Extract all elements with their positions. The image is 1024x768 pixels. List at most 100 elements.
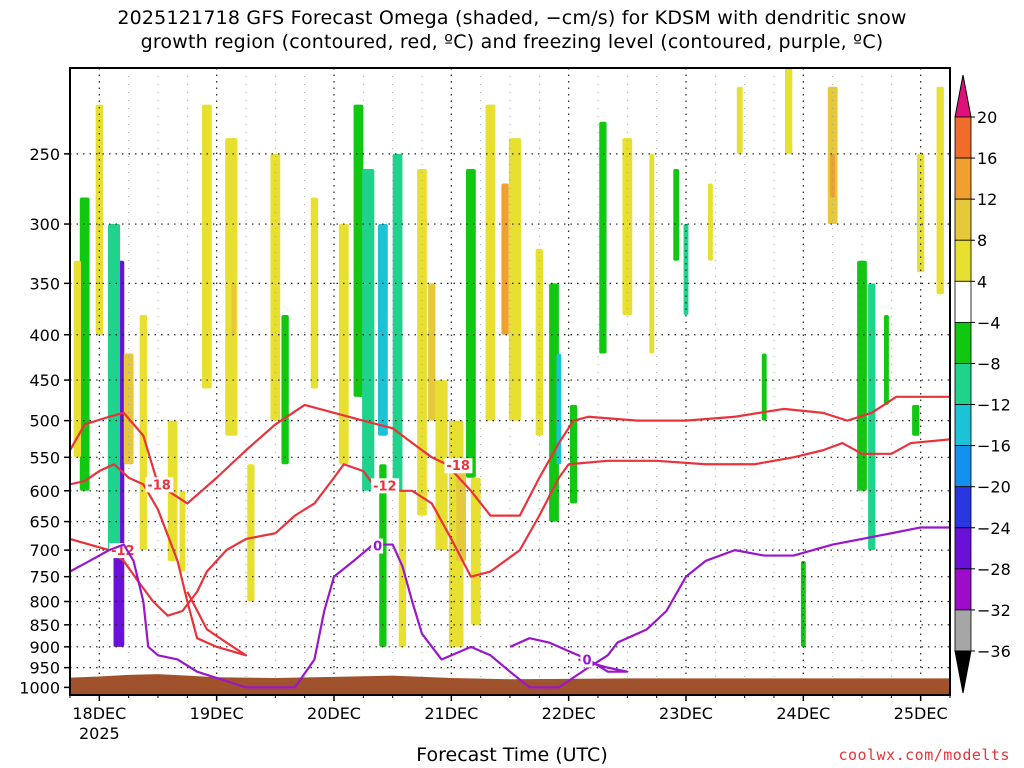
omega-cell-5 [95, 104, 103, 335]
colorbar-segment-2 [954, 198, 972, 241]
colorbar-segment-6 [954, 363, 972, 405]
omega-cell-48 [830, 153, 836, 198]
colorbar-label-5: −4 [977, 313, 1001, 332]
contour-layer: -18-18 -12-12 00 [70, 395, 950, 689]
x-tick-label-25DEC: 25DEC [894, 704, 948, 723]
omega-cell-35 [556, 353, 562, 465]
colorbar-label-6: −8 [977, 354, 1001, 373]
omega-cell-40 [673, 168, 680, 261]
contour-label-freezing-0: 0 [373, 540, 382, 555]
omega-cell-25 [435, 380, 448, 551]
omega-cell-34 [549, 283, 559, 522]
colorbar-segment-4 [954, 280, 972, 323]
colorbar-label-11: −28 [977, 560, 1011, 579]
y-tick-label-1000: 1000 [19, 678, 60, 697]
colorbar-label-10: −24 [977, 519, 1011, 538]
y-tick-label-350: 350 [29, 274, 60, 293]
contour-dgz-minus-12 [274, 438, 950, 578]
colorbar-label-0: 20 [977, 108, 997, 127]
omega-cell-21 [392, 153, 403, 491]
y-tick-label-950: 950 [29, 659, 60, 678]
colorbar-label-8: −16 [977, 437, 1011, 456]
omega-cell-33 [535, 248, 543, 436]
colorbar-bottom-arrow [954, 650, 972, 694]
y-tick-label-550: 550 [29, 448, 60, 467]
x-tick-label-21DEC: 21DEC [424, 704, 478, 723]
colorbar-label-9: −20 [977, 478, 1011, 497]
omega-cell-19 [378, 224, 388, 436]
contour-label-dgz-minus-18: -18 [446, 459, 470, 474]
contour-label-bg [371, 538, 384, 554]
x-tick-label-18DEC: 18DEC [72, 704, 126, 723]
contour-label-freezing-0-low: 0 [582, 653, 591, 668]
colorbar-segment-11 [954, 568, 972, 611]
colorbar-segment-7 [954, 404, 972, 447]
chart-title: 2025121718 GFS Forecast Omega (shaded, −… [0, 6, 1024, 54]
omega-cell-9 [202, 104, 212, 389]
omega-cell-16 [338, 224, 349, 465]
omega-cell-24 [428, 283, 436, 421]
colorbar-segment-10 [954, 527, 972, 570]
omega-cell-38 [622, 138, 633, 316]
y-tick-label-650: 650 [29, 513, 60, 532]
x-tick-label-22DEC: 22DEC [542, 704, 596, 723]
omega-cell-51 [884, 315, 889, 405]
omega-cell-1 [107, 224, 121, 551]
credit-link[interactable]: coolwx.com/modelts [838, 746, 1010, 764]
grid-lines [69, 68, 951, 695]
omega-cell-4 [73, 260, 81, 458]
contour-dgz-minus-18-low [70, 463, 248, 657]
y-tick-label-250: 250 [29, 145, 60, 164]
y-tick-label-700: 700 [29, 541, 60, 560]
y-tick-label-450: 450 [29, 371, 60, 390]
colorbar-segment-9 [954, 486, 972, 529]
terrain-layer [70, 674, 950, 695]
colorbar-label-12: −32 [977, 601, 1011, 620]
x-tick-label-23DEC: 23DEC [659, 704, 713, 723]
y-tick-label-850: 850 [29, 616, 60, 635]
x-tick-label-20DEC: 20DEC [307, 704, 361, 723]
contour-label-bg [371, 478, 400, 494]
omega-cell-13 [270, 153, 281, 421]
colorbar: 20 16 12 8 4 −4 −8 −12 −16 −20 −24 −28 −32 −36 [954, 74, 1011, 694]
omega-cell-3 [79, 197, 90, 491]
omega-cell-37 [599, 121, 607, 354]
omega-cell-11 [231, 283, 237, 335]
omega-cell-52 [917, 153, 925, 273]
colorbar-label-2: 12 [977, 190, 997, 209]
x-tick-label-19DEC: 19DEC [190, 704, 244, 723]
y-tick-label-600: 600 [29, 482, 60, 501]
omega-cell-30 [485, 104, 496, 421]
colorbar-segment-12 [954, 609, 972, 652]
contour-label-bg [580, 652, 593, 668]
omega-shading [73, 68, 944, 647]
y-tick-label-900: 900 [29, 638, 60, 657]
colorbar-segment-1 [954, 157, 972, 200]
y-tick-label-800: 800 [29, 593, 60, 612]
y-axis: 250 300 350 400 450 500 550 600 650 700 750 800 850 9… [19, 145, 70, 697]
omega-cell-45 [785, 68, 793, 154]
omega-cell-49 [857, 260, 867, 491]
x-axis-label: Forecast Time (UTC) [416, 744, 608, 766]
colorbar-segment-0 [954, 116, 972, 159]
omega-cell-18 [362, 168, 375, 491]
title-line-1: 2025121718 GFS Forecast Omega (shaded, −… [117, 7, 907, 29]
omega-cell-32 [508, 138, 521, 421]
omega-cell-23 [417, 168, 427, 516]
omega-cell-53 [936, 86, 944, 295]
omega-cell-28 [466, 168, 476, 478]
omega-cell-39 [649, 153, 655, 354]
colorbar-label-3: 8 [977, 231, 987, 250]
contour-label-dgz-minus-18-low: -18 [147, 478, 171, 493]
title-line-2: growth region (contoured, red, ºC) and f… [140, 31, 884, 53]
y-tick-label-400: 400 [29, 326, 60, 345]
x-tick-sublabel-18DEC: 2025 [79, 724, 120, 743]
omega-cell-44 [761, 353, 767, 421]
omega-cell-8 [179, 490, 186, 572]
colorbar-segment-5 [954, 321, 972, 364]
colorbar-segment-3 [954, 239, 972, 282]
omega-cell-43 [736, 86, 743, 154]
y-tick-label-500: 500 [29, 412, 60, 431]
omega-cell-42 [708, 183, 713, 261]
